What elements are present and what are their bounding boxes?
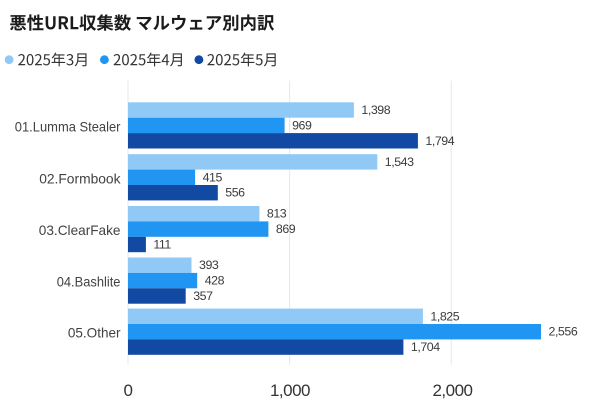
svg-text:1,794: 1,794 xyxy=(425,134,454,148)
svg-text:969: 969 xyxy=(292,118,312,132)
svg-text:04.Bashlite: 04.Bashlite xyxy=(57,274,121,290)
svg-text:03.ClearFake: 03.ClearFake xyxy=(39,222,121,238)
svg-text:1,000: 1,000 xyxy=(270,381,310,400)
svg-text:428: 428 xyxy=(205,274,225,288)
svg-text:415: 415 xyxy=(203,170,223,184)
svg-text:2,000: 2,000 xyxy=(432,381,472,400)
svg-text:1,543: 1,543 xyxy=(385,155,414,169)
svg-text:111: 111 xyxy=(153,238,171,252)
svg-text:393: 393 xyxy=(199,258,219,272)
svg-text:05.Other: 05.Other xyxy=(68,325,121,341)
svg-text:01.Lumma Stealer: 01.Lumma Stealer xyxy=(15,118,121,134)
svg-text:357: 357 xyxy=(193,289,213,303)
svg-text:813: 813 xyxy=(267,207,287,221)
svg-text:556: 556 xyxy=(225,186,245,200)
svg-text:1,398: 1,398 xyxy=(361,103,390,117)
svg-text:869: 869 xyxy=(276,222,296,236)
svg-text:1,704: 1,704 xyxy=(411,340,440,354)
svg-text:1,825: 1,825 xyxy=(430,309,459,323)
svg-text:02.Formbook: 02.Formbook xyxy=(39,170,121,186)
svg-text:0: 0 xyxy=(124,381,133,400)
svg-text:2,556: 2,556 xyxy=(549,325,578,339)
